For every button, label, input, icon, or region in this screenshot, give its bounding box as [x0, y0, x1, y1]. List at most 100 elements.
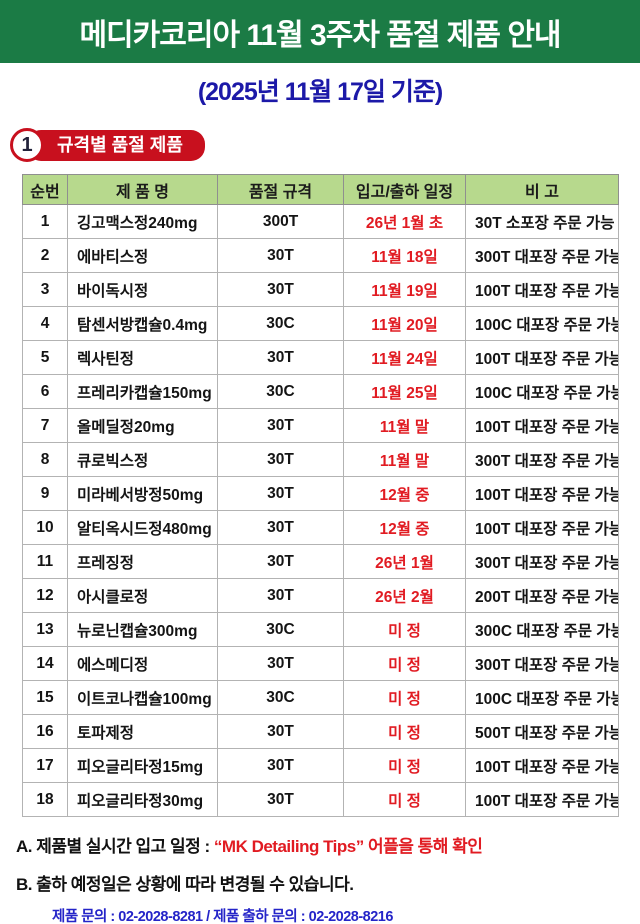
cell-product-name: 바이독시정: [67, 272, 218, 307]
cell-remark: 100C 대포장 주문 가능: [465, 374, 619, 409]
table-row: 5 렉사틴정 30T 11월 24일 100T 대포장 주문 가능: [22, 340, 619, 375]
cell-arrival-schedule: 미 정: [343, 748, 466, 783]
cell-product-name: 아시클로정: [67, 578, 218, 613]
cell-remark: 100T 대포장 주문 가능: [465, 476, 619, 511]
section-number-badge: 1: [10, 128, 44, 162]
cell-row-number: 12: [22, 578, 68, 613]
cell-product-name: 렉사틴정: [67, 340, 218, 375]
cell-row-number: 3: [22, 272, 68, 307]
table-body: 1 깅고맥스정240mg 300T 26년 1월 초 30T 소포장 주문 가능 2 에바티…: [22, 204, 619, 817]
cell-row-number: 4: [22, 306, 68, 341]
cell-row-number: 15: [22, 680, 68, 715]
cell-arrival-schedule: 26년 1월 초: [343, 204, 466, 239]
cell-remark: 100C 대포장 주문 가능: [465, 306, 619, 341]
cell-product-name: 미라베서방정50mg: [67, 476, 218, 511]
cell-row-number: 9: [22, 476, 68, 511]
cell-arrival-schedule: 미 정: [343, 782, 466, 817]
cell-remark: 300C 대포장 주문 가능: [465, 612, 619, 647]
cell-stockout-spec: 30T: [217, 510, 344, 545]
cell-product-name: 탐센서방캡슐0.4mg: [67, 306, 218, 341]
column-header: 비 고: [465, 174, 619, 205]
cell-product-name: 피오글리타정15mg: [67, 748, 218, 783]
cell-stockout-spec: 30T: [217, 748, 344, 783]
cell-product-name: 알티옥시드정480mg: [67, 510, 218, 545]
cell-arrival-schedule: 26년 1월: [343, 544, 466, 579]
notice-date-subtitle: (2025년 11월 17일 기준): [197, 78, 443, 106]
cell-row-number: 11: [22, 544, 68, 579]
stockout-table: 순번 제 품 명 품절 규격 입고/출하 일정 비 고 1 깅고맥스정240mg 300T 2…: [22, 174, 619, 817]
cell-stockout-spec: 30T: [217, 646, 344, 681]
cell-remark: 500T 대포장 주문 가능: [465, 714, 619, 749]
cell-row-number: 7: [22, 408, 68, 443]
cell-remark: 300T 대포장 주문 가능: [465, 544, 619, 579]
table-row: 6 프레리카캡슐150mg 30C 11월 25일 100C 대포장 주문 가능: [22, 374, 619, 409]
cell-row-number: 1: [22, 204, 68, 239]
table-header-row: 순번 제 품 명 품절 규격 입고/출하 일정 비 고: [22, 174, 619, 205]
table-row: 11 프레징정 30T 26년 1월 300T 대포장 주문 가능: [22, 544, 619, 579]
cell-product-name: 큐로빅스정: [67, 442, 218, 477]
cell-stockout-spec: 30C: [217, 680, 344, 715]
cell-product-name: 토파제정: [67, 714, 218, 749]
cell-remark: 100T 대포장 주문 가능: [465, 340, 619, 375]
footer-contact-info: 제품 문의 : 02-2028-8281 / 제품 출하 문의 : 02-202…: [52, 909, 393, 924]
cell-arrival-schedule: 미 정: [343, 680, 466, 715]
cell-row-number: 6: [22, 374, 68, 409]
cell-remark: 100T 대포장 주문 가능: [465, 408, 619, 443]
cell-row-number: 16: [22, 714, 68, 749]
cell-stockout-spec: 30T: [217, 442, 344, 477]
table-row: 10 알티옥시드정480mg 30T 12월 중 100T 대포장 주문 가능: [22, 510, 619, 545]
cell-remark: 200T 대포장 주문 가능: [465, 578, 619, 613]
cell-row-number: 17: [22, 748, 68, 783]
cell-remark: 30T 소포장 주문 가능: [465, 204, 619, 239]
notice-title: 메디카코리아 11월 3주차 품절 제품 안내: [79, 18, 561, 52]
footer-note-a-prefix: A. 제품별 실시간 입고 일정 :: [16, 837, 214, 856]
cell-product-name: 올메딜정20mg: [67, 408, 218, 443]
cell-product-name: 깅고맥스정240mg: [67, 204, 218, 239]
cell-remark: 300T 대포장 주문 가능: [465, 442, 619, 477]
cell-row-number: 18: [22, 782, 68, 817]
cell-arrival-schedule: 11월 19일: [343, 272, 466, 307]
cell-row-number: 5: [22, 340, 68, 375]
table-row: 17 피오글리타정15mg 30T 미 정 100T 대포장 주문 가능: [22, 748, 619, 783]
cell-product-name: 에스메디정: [67, 646, 218, 681]
table-row: 14 에스메디정 30T 미 정 300T 대포장 주문 가능: [22, 646, 619, 681]
cell-arrival-schedule: 미 정: [343, 714, 466, 749]
table-row: 3 바이독시정 30T 11월 19일 100T 대포장 주문 가능: [22, 272, 619, 307]
cell-remark: 300T 대포장 주문 가능: [465, 238, 619, 273]
cell-stockout-spec: 30T: [217, 782, 344, 817]
cell-row-number: 14: [22, 646, 68, 681]
cell-arrival-schedule: 12월 중: [343, 476, 466, 511]
notice-title-banner: 메디카코리아 11월 3주차 품절 제품 안내: [0, 0, 640, 63]
cell-arrival-schedule: 11월 24일: [343, 340, 466, 375]
cell-remark: 100T 대포장 주문 가능: [465, 510, 619, 545]
cell-arrival-schedule: 11월 18일: [343, 238, 466, 273]
cell-stockout-spec: 30T: [217, 544, 344, 579]
cell-remark: 100T 대포장 주문 가능: [465, 748, 619, 783]
table-row: 4 탐센서방캡슐0.4mg 30C 11월 20일 100C 대포장 주문 가능: [22, 306, 619, 341]
cell-stockout-spec: 30T: [217, 340, 344, 375]
cell-arrival-schedule: 12월 중: [343, 510, 466, 545]
cell-arrival-schedule: 11월 말: [343, 408, 466, 443]
column-header: 순번: [22, 174, 68, 205]
cell-arrival-schedule: 미 정: [343, 646, 466, 681]
cell-stockout-spec: 30T: [217, 272, 344, 307]
cell-row-number: 2: [22, 238, 68, 273]
table-row: 7 올메딜정20mg 30T 11월 말 100T 대포장 주문 가능: [22, 408, 619, 443]
table-row: 9 미라베서방정50mg 30T 12월 중 100T 대포장 주문 가능: [22, 476, 619, 511]
cell-row-number: 10: [22, 510, 68, 545]
section-label-pill: 규격별 품절 제품: [27, 129, 205, 161]
cell-arrival-schedule: 11월 말: [343, 442, 466, 477]
cell-arrival-schedule: 11월 25일: [343, 374, 466, 409]
section-number: 1: [21, 133, 33, 156]
cell-product-name: 에바티스정: [67, 238, 218, 273]
cell-stockout-spec: 30T: [217, 476, 344, 511]
cell-stockout-spec: 300T: [217, 204, 344, 239]
column-header: 제 품 명: [67, 174, 218, 205]
cell-remark: 100C 대포장 주문 가능: [465, 680, 619, 715]
table-row: 13 뉴로닌캡슐300mg 30C 미 정 300C 대포장 주문 가능: [22, 612, 619, 647]
footer-notes: A. 제품별 실시간 입고 일정 : “MK Detailing Tips” 어…: [16, 832, 640, 924]
cell-row-number: 13: [22, 612, 68, 647]
section-label: 규격별 품절 제품: [57, 134, 183, 155]
footer-note-b: B. 출하 예정일은 상황에 따라 변경될 수 있습니다.: [16, 875, 354, 894]
table-row: 8 큐로빅스정 30T 11월 말 300T 대포장 주문 가능: [22, 442, 619, 477]
